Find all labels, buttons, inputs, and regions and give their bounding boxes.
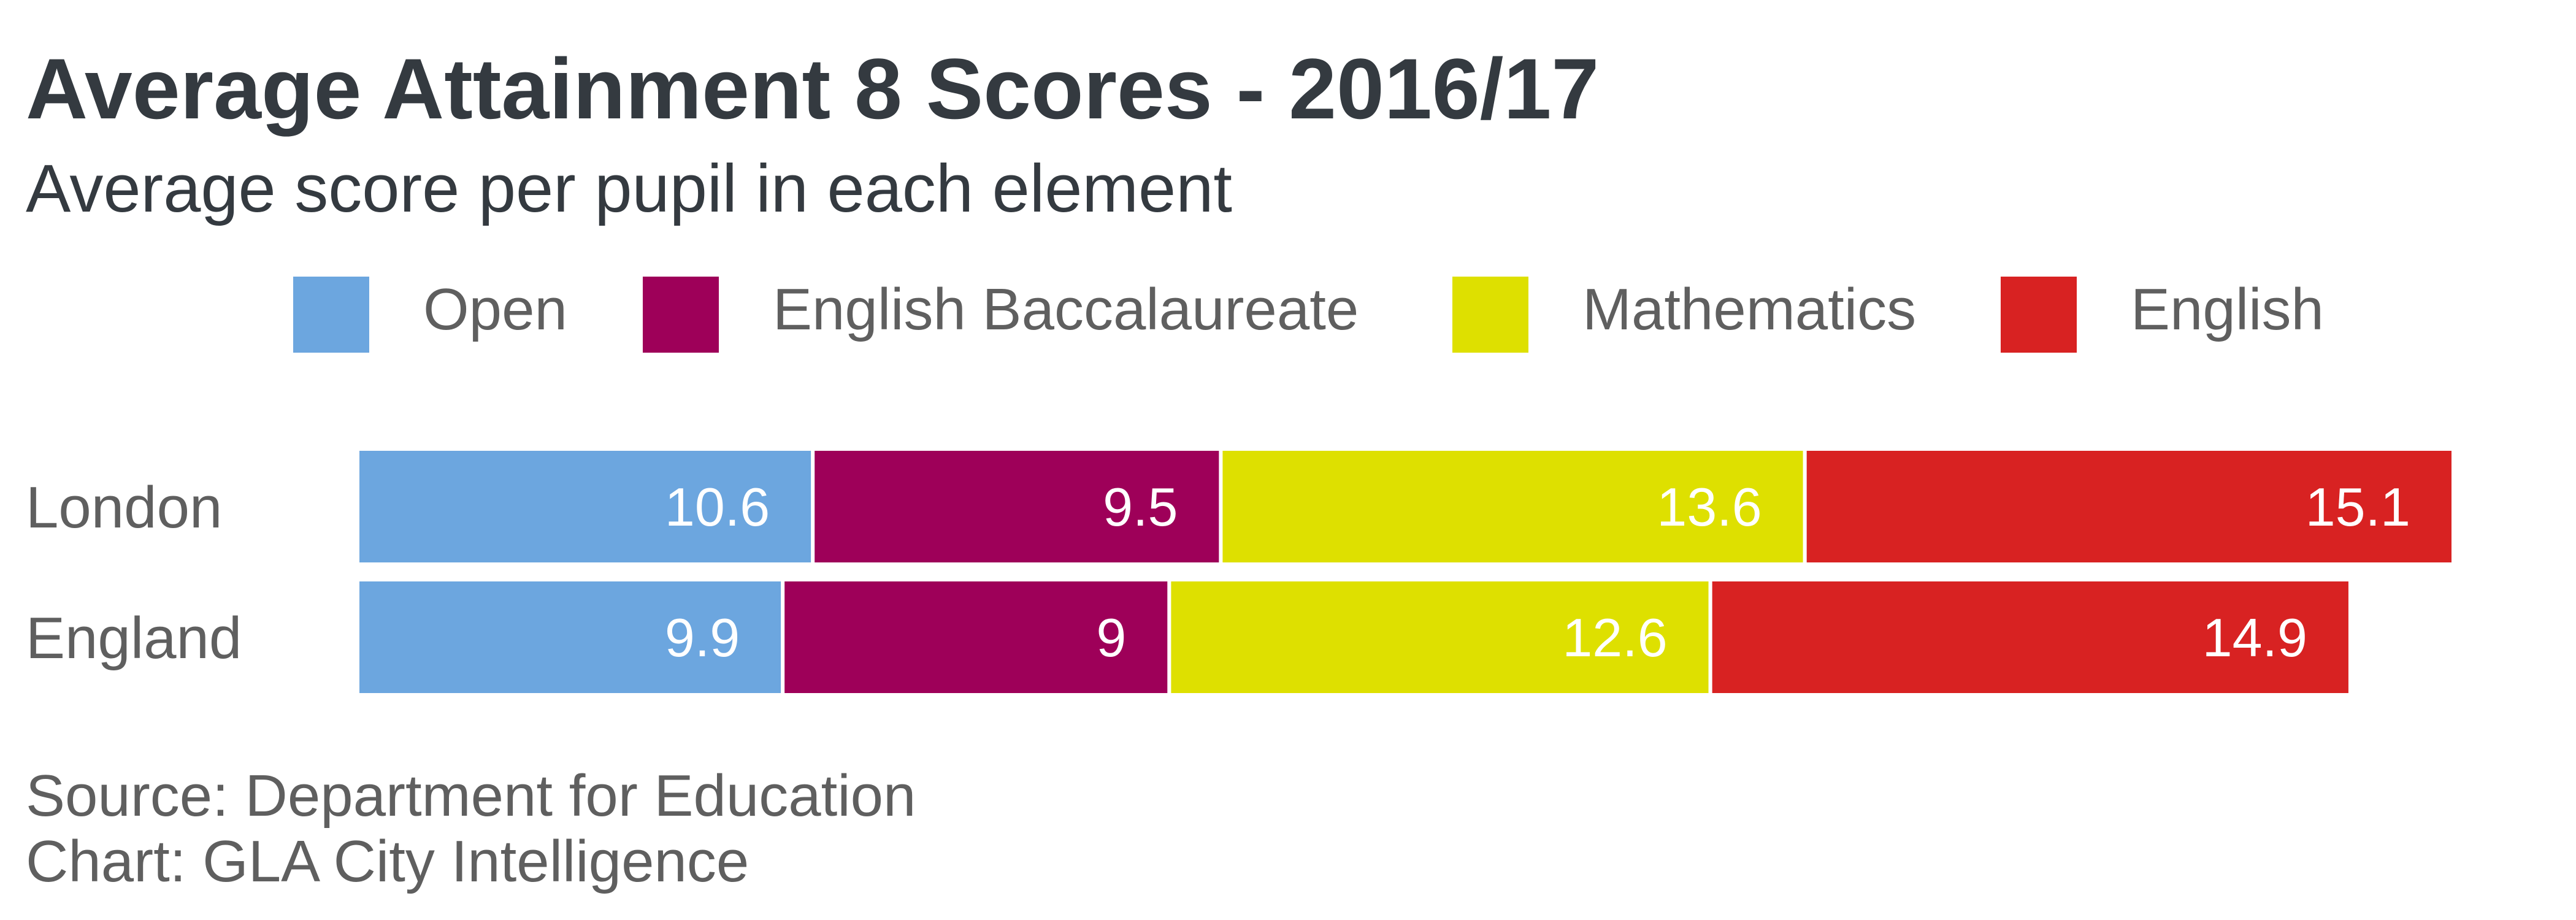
legend-label-mathematics: Mathematics	[1582, 277, 1916, 342]
legend-label-open: Open	[423, 277, 567, 342]
data-label-london-open: 10.6	[665, 477, 770, 537]
legend-swatch-mathematics	[1452, 277, 1528, 353]
data-label-london-english-baccalaureate: 9.5	[1103, 477, 1178, 537]
bar-london-open	[356, 447, 815, 566]
plot-area: London 10.6 9.5 13.6 15.1 England 9.9 9 12.6 14.9	[26, 447, 2456, 697]
source-caption: Source: Department for Education	[26, 763, 916, 829]
chart-title: Average Attainment 8 Scores - 2016/17	[26, 40, 1599, 137]
bar-england-mathematics	[1167, 578, 1712, 697]
bar-london-mathematics	[1219, 447, 1807, 566]
legend-label-english: English	[2131, 277, 2324, 342]
data-label-england-english-baccalaureate: 9	[1096, 607, 1126, 668]
data-label-england-mathematics: 12.6	[1562, 607, 1667, 668]
legend-swatch-english-baccalaureate	[643, 277, 719, 353]
data-label-england-english: 14.9	[2202, 607, 2307, 668]
data-label-england-open: 9.9	[665, 607, 740, 668]
category-label-london: London	[26, 475, 222, 540]
chart-subtitle: Average score per pupil in each element	[26, 151, 1232, 226]
data-label-london-english: 15.1	[2306, 477, 2410, 537]
legend-swatch-english	[2001, 277, 2077, 353]
bar-england-open	[356, 578, 785, 697]
bar-london-english	[1803, 447, 2456, 566]
legend-swatch-open	[293, 277, 369, 353]
legend: Open English Baccalaureate Mathematics Engl…	[293, 277, 2324, 353]
data-label-london-mathematics: 13.6	[1657, 477, 1761, 537]
credit-caption: Chart: GLA City Intelligence	[26, 829, 749, 894]
category-label-england: England	[26, 605, 242, 671]
bar-england-english-baccalaureate	[781, 578, 1171, 697]
legend-label-english-baccalaureate: English Baccalaureate	[773, 277, 1359, 342]
bar-england-english	[1708, 578, 2352, 697]
bar-london-english-baccalaureate	[811, 447, 1223, 566]
